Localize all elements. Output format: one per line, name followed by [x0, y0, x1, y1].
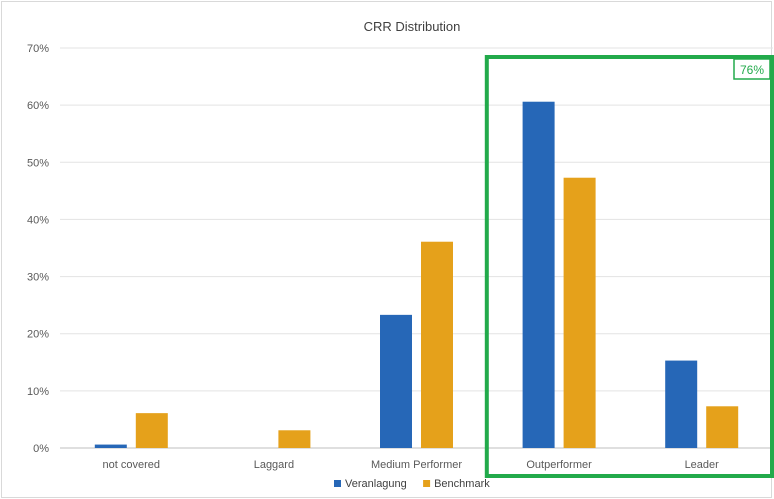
- y-tick-label: 30%: [27, 272, 49, 284]
- y-tick-label: 20%: [27, 329, 49, 341]
- y-tick-label: 50%: [27, 157, 49, 169]
- x-axis-tick-labels: not covered Laggard Medium Performer Outper…: [103, 459, 720, 471]
- chart-title: CRR Distribution: [364, 19, 461, 34]
- legend-swatch: [423, 480, 431, 487]
- bar-benchmark-medium-performer: [421, 241, 453, 448]
- bars: [94, 101, 739, 448]
- highlight-annotation: 76%: [484, 55, 774, 478]
- highlight-label: 76%: [740, 63, 764, 77]
- bar-benchmark-leader: [706, 406, 739, 448]
- x-tick-label: Outperformer: [526, 459, 592, 471]
- bar-veranlagung-leader: [665, 360, 698, 448]
- legend-swatch: [334, 480, 341, 487]
- gridlines: [60, 47, 773, 449]
- bar-veranlagung-medium-performer: [380, 314, 412, 448]
- legend-label: Veranlagung: [345, 478, 407, 490]
- bar-veranlagung-not-covered: [94, 444, 127, 448]
- y-tick-label: 70%: [27, 43, 49, 55]
- bar-benchmark-outperformer: [563, 177, 596, 448]
- bar-benchmark-laggard: [278, 430, 311, 448]
- bar-veranlagung-outperformer: [522, 101, 555, 448]
- y-axis-tick-labels: 0% 10% 20% 30% 40% 50% 60% 70%: [27, 43, 49, 455]
- bar-benchmark-not-covered: [135, 413, 168, 448]
- x-tick-label: not covered: [103, 459, 160, 471]
- highlight-label-box: [733, 58, 771, 80]
- y-tick-label: 60%: [27, 100, 49, 112]
- legend-label: Benchmark: [434, 478, 490, 490]
- legend: Veranlagung Benchmark: [334, 478, 490, 490]
- x-tick-label: Laggard: [254, 459, 294, 471]
- y-tick-label: 10%: [27, 386, 49, 398]
- y-tick-label: 40%: [27, 214, 49, 226]
- x-tick-label: Leader: [685, 459, 720, 471]
- highlight-box: [484, 55, 774, 478]
- y-tick-label: 0%: [33, 443, 49, 455]
- x-tick-label: Medium Performer: [371, 459, 462, 471]
